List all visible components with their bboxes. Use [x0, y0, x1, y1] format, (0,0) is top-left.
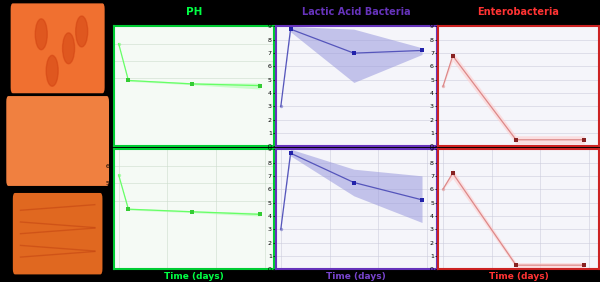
Point: [448, 54, 458, 58]
Point: [511, 138, 521, 142]
Point: [255, 212, 265, 217]
Point: [124, 207, 133, 212]
Point: [286, 151, 295, 155]
Point: [187, 81, 196, 86]
Point: [448, 171, 458, 175]
Circle shape: [76, 16, 88, 47]
Point: [417, 198, 427, 202]
Text: Time (days): Time (days): [326, 272, 386, 281]
Point: [187, 210, 196, 214]
FancyBboxPatch shape: [13, 193, 103, 274]
Text: PH: PH: [186, 7, 202, 17]
FancyBboxPatch shape: [6, 96, 109, 186]
Point: [349, 180, 359, 185]
Point: [438, 84, 448, 89]
Point: [580, 138, 589, 142]
Point: [511, 263, 521, 267]
Point: [276, 104, 286, 109]
FancyBboxPatch shape: [11, 3, 104, 93]
Point: [286, 27, 295, 31]
Point: [417, 48, 427, 53]
Point: [438, 187, 448, 191]
Circle shape: [62, 33, 74, 64]
Point: [349, 51, 359, 55]
Circle shape: [46, 55, 58, 86]
Point: [255, 83, 265, 88]
Text: Time (days): Time (days): [488, 272, 548, 281]
Point: [114, 173, 124, 177]
Text: Enterobacteria: Enterobacteria: [478, 7, 559, 17]
Text: Lactic Acid Bacteria: Lactic Acid Bacteria: [302, 7, 410, 17]
Point: [124, 78, 133, 83]
Circle shape: [35, 19, 47, 50]
Text: Time (days): Time (days): [164, 272, 224, 281]
Point: [114, 41, 124, 46]
Point: [276, 227, 286, 232]
Point: [580, 263, 589, 267]
